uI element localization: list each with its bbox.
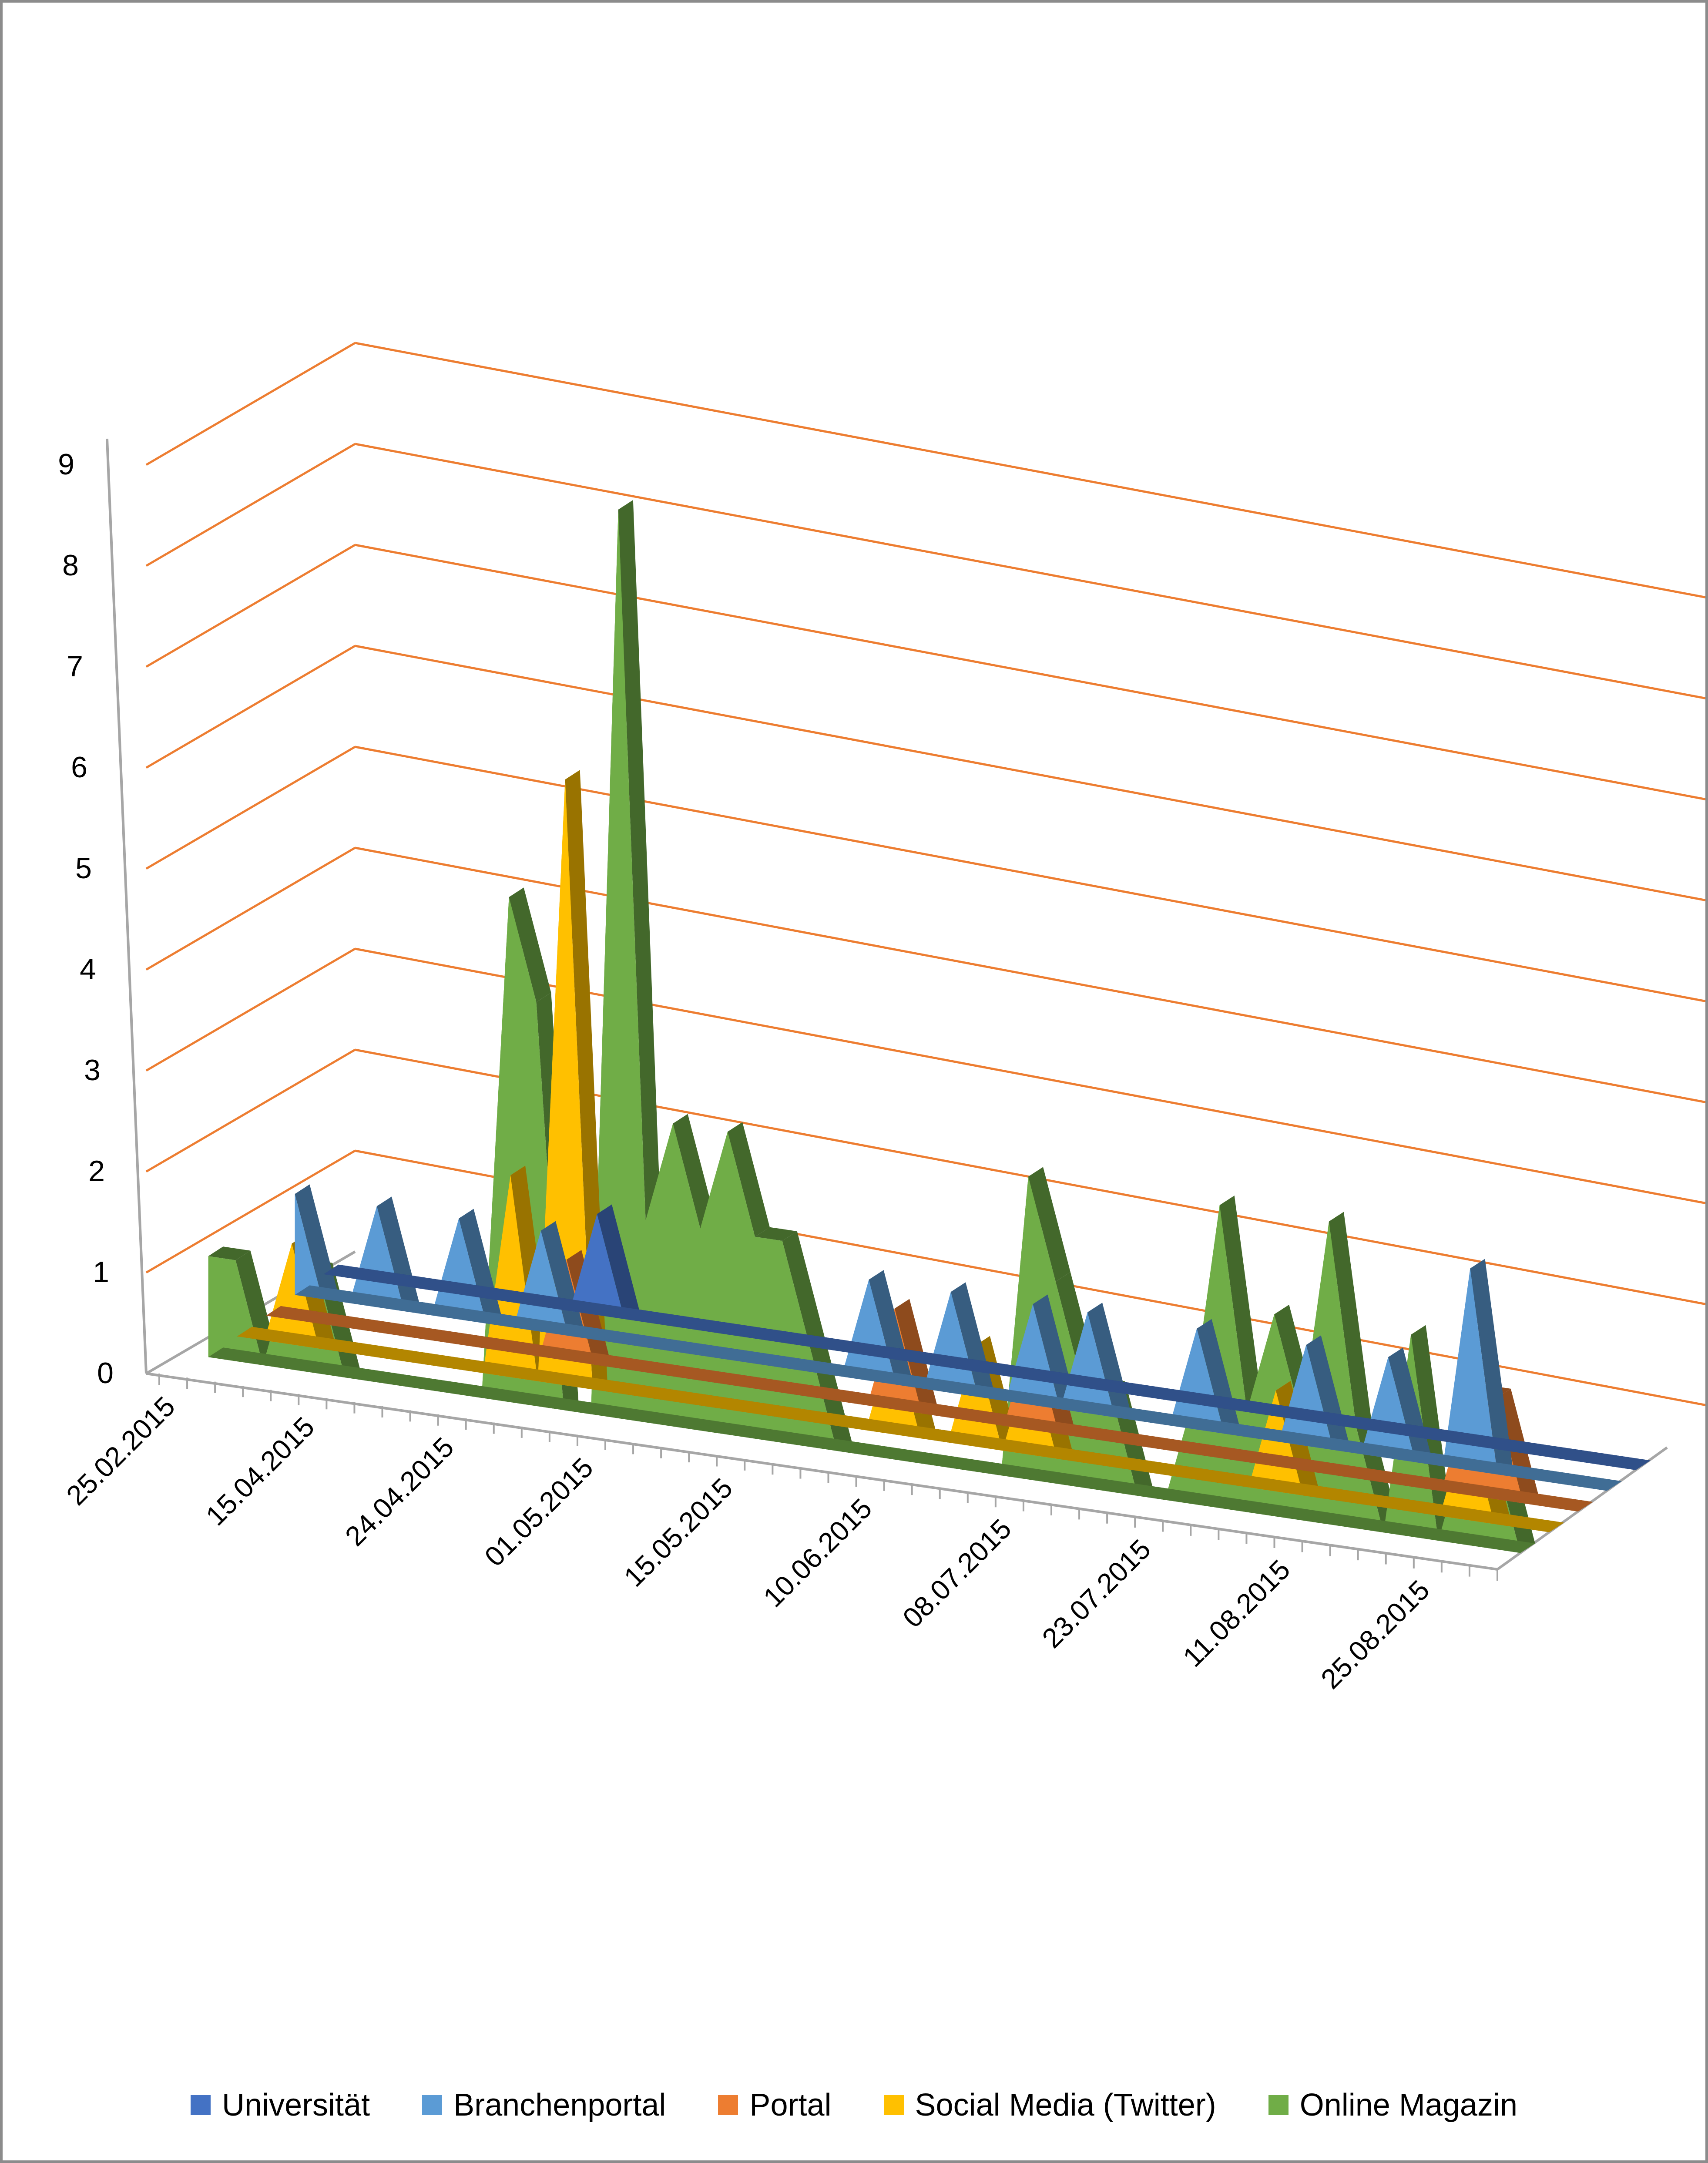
y-tick-label: 7 (67, 650, 83, 683)
x-tick-label: 23.07.2015 (1036, 1533, 1157, 1654)
gridline (145, 947, 356, 1072)
legend-swatch (883, 2095, 904, 2115)
x-tick-label: 15.04.2015 (200, 1411, 320, 1532)
legend-swatch (1268, 2095, 1289, 2115)
x-tick-label: 25.08.2015 (1315, 1574, 1435, 1695)
x-tick-label: 01.05.2015 (478, 1452, 599, 1572)
series-area-top (673, 1114, 715, 1229)
series-baseline (323, 1264, 1651, 1470)
y-tick-label: 1 (93, 1256, 109, 1289)
gridline (355, 947, 1705, 1204)
y-tick-label: 9 (58, 448, 74, 481)
gridline (145, 746, 356, 870)
series-baseline (295, 1285, 1622, 1491)
gridline (355, 645, 1705, 901)
legend-item-portal: Portal (718, 2087, 832, 2123)
gridline (355, 443, 1705, 699)
series-baseline (208, 1347, 1535, 1553)
y-tick-label: 5 (75, 852, 92, 885)
gridline (145, 544, 356, 668)
series-area-top (509, 887, 551, 1002)
series-area-top (597, 1204, 639, 1319)
gridline (145, 443, 356, 567)
x-tick-label: 24.04.2015 (339, 1431, 460, 1552)
series-baseline (266, 1306, 1593, 1511)
y-tick-label: 4 (80, 953, 96, 986)
gridlines (145, 342, 1705, 1406)
x-tick-label: 25.02.2015 (60, 1390, 181, 1511)
y-axis-tick-labels: 0 1 2 3 4 5 6 7 8 9 (58, 448, 114, 1390)
legend-item-branchenportal: Branchenportal (422, 2087, 666, 2123)
y-axis-line (106, 438, 148, 1374)
legend-swatch (422, 2095, 443, 2115)
y-tick-label: 8 (62, 549, 79, 582)
series-layer (208, 500, 1651, 1553)
series-0 (323, 1204, 1651, 1470)
gridline (355, 342, 1705, 598)
series-area-top (755, 1227, 797, 1241)
y-tick-label: 6 (71, 751, 87, 784)
legend-swatch (190, 2095, 211, 2115)
series-area-top (1219, 1196, 1262, 1411)
gridline (355, 1048, 1705, 1305)
legend-label: Online Magazin (1299, 2088, 1517, 2123)
chart-plot: 0 1 2 3 4 5 6 7 8 9 25.02.2015 15.04.2015 24.04.201… (58, 342, 1705, 1695)
legend-swatch (718, 2095, 738, 2115)
gridline (145, 846, 356, 971)
legend-label: Portal (749, 2088, 832, 2123)
series-area (295, 1194, 1607, 1491)
series-area-top (782, 1231, 825, 1346)
legend-label: Universität (221, 2088, 370, 2123)
legend: Universität Branchenportal Portal Social… (3, 2087, 1705, 2123)
gridline (145, 1149, 356, 1274)
gridline (355, 746, 1705, 1002)
legend-label: Social Media (Twitter) (915, 2088, 1216, 2123)
gridline (145, 645, 356, 769)
x-axis-line (146, 1372, 1498, 1571)
gridline (355, 846, 1705, 1103)
gridline (145, 1048, 356, 1173)
gridline (355, 544, 1705, 800)
series-area-top (295, 1184, 337, 1299)
legend-item-online-magazin: Online Magazin (1268, 2087, 1517, 2123)
series-area-top (618, 500, 661, 1221)
series-area-top (1028, 1167, 1070, 1282)
x-tick-label: 10.06.2015 (757, 1492, 878, 1613)
x-tick-label: 08.07.2015 (896, 1513, 1017, 1633)
y-tick-label: 2 (88, 1155, 105, 1188)
series-area-top (728, 1122, 770, 1237)
series-area-top (1329, 1212, 1371, 1427)
series-area-top (208, 1246, 251, 1260)
gridline (145, 342, 356, 466)
legend-label: Branchenportal (453, 2088, 666, 2123)
x-tick-label: 15.05.2015 (618, 1472, 738, 1592)
x-tick-label: 11.08.2015 (1177, 1554, 1296, 1673)
y-tick-label: 0 (97, 1357, 114, 1390)
series-baseline (237, 1327, 1564, 1532)
legend-item-universitaet: Universität (190, 2087, 370, 2123)
y-tick-label: 3 (84, 1054, 101, 1087)
legend-item-social-media: Social Media (Twitter) (883, 2087, 1216, 2123)
series-area-top (1470, 1259, 1513, 1474)
